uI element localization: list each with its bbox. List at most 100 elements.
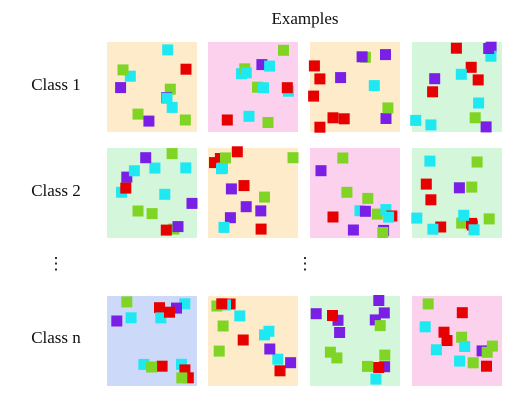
shape-square: [154, 302, 165, 314]
shape-square: [486, 340, 498, 352]
row-label: Class 2: [31, 181, 81, 200]
shape-square: [238, 180, 250, 192]
shape-square: [225, 183, 237, 195]
shape-square: [377, 227, 389, 238]
shape-square: [472, 74, 484, 86]
shape-square: [140, 152, 152, 164]
shape-square: [469, 112, 481, 124]
shape-square: [338, 113, 350, 125]
shape-square: [180, 63, 192, 75]
shape-square: [111, 315, 123, 327]
shape-square: [435, 221, 447, 233]
shape-square: [359, 205, 371, 217]
shape-square: [356, 51, 368, 63]
shape-square: [258, 82, 269, 94]
shape-square: [310, 308, 322, 320]
shape-square: [259, 191, 270, 203]
shape-square: [483, 43, 495, 54]
shape-square: [327, 211, 339, 223]
shape-square: [459, 341, 471, 352]
shape-square: [458, 209, 470, 221]
shape-square: [380, 49, 391, 61]
shape-square: [429, 73, 441, 85]
shape-square: [473, 97, 485, 109]
shape-square: [453, 182, 465, 194]
shape-square: [314, 73, 326, 85]
shape-square: [373, 295, 385, 306]
shape-square: [327, 112, 339, 124]
shape-square: [274, 365, 286, 377]
shape-square: [240, 201, 252, 213]
shape-square: [180, 162, 192, 174]
shape-square: [164, 83, 176, 95]
shape-square: [410, 114, 422, 126]
shape-square: [255, 223, 267, 235]
shape-square: [171, 302, 182, 314]
shape-square: [337, 152, 349, 164]
shape-square: [166, 148, 178, 160]
row-label: Class 1: [31, 75, 81, 94]
shape-square: [424, 155, 436, 167]
shape-square: [216, 298, 228, 310]
shape-square: [380, 113, 392, 124]
shape-square: [420, 178, 432, 190]
shape-square: [224, 212, 236, 224]
shape-square: [419, 321, 431, 333]
shape-square: [373, 362, 385, 373]
shape-square: [468, 224, 480, 236]
shape-square: [166, 101, 178, 113]
shape-square: [383, 211, 395, 223]
shape-square: [160, 224, 172, 236]
shape-square: [411, 212, 423, 224]
shape-square: [455, 68, 467, 80]
row-label: Class n: [31, 328, 81, 347]
shape-square: [221, 114, 233, 126]
shape-square: [259, 329, 270, 341]
shape-square: [308, 60, 320, 72]
shape-square: [450, 42, 462, 54]
shape-square: [155, 312, 167, 324]
shape-square: [128, 165, 140, 177]
shape-square: [231, 146, 243, 158]
shape-square: [234, 310, 246, 322]
shape-square: [374, 320, 386, 332]
shape-square: [287, 152, 299, 164]
shape-square: [132, 108, 144, 120]
shape-square: [467, 357, 479, 369]
shape-square: [481, 346, 493, 358]
shape-square: [121, 171, 133, 183]
shape-square: [243, 110, 255, 122]
shape-square: [179, 364, 191, 376]
shape-square: [334, 327, 346, 338]
shape-square: [324, 346, 336, 358]
shape-square: [143, 115, 155, 127]
shape-square: [331, 352, 343, 364]
shape-square: [379, 361, 391, 373]
shape-square: [308, 90, 320, 102]
shape-square: [125, 312, 137, 324]
shape-square: [186, 197, 198, 209]
shape-square: [483, 213, 495, 225]
shape-square: [454, 355, 466, 367]
shape-square: [264, 60, 276, 72]
shape-square: [315, 165, 327, 177]
shape-square: [156, 360, 168, 372]
shape-square: [146, 361, 158, 373]
ellipsis: ⋮: [48, 254, 65, 273]
shape-square: [176, 372, 188, 384]
shape-square: [481, 360, 492, 372]
shape-square: [281, 82, 293, 94]
shape-square: [124, 70, 136, 82]
shape-square: [272, 353, 284, 365]
shape-square: [146, 208, 158, 220]
shape-square: [262, 117, 274, 128]
shape-square: [314, 121, 326, 133]
shape-square: [430, 344, 442, 356]
shape-square: [480, 121, 492, 133]
shape-square: [209, 157, 220, 169]
shape-square: [278, 44, 289, 56]
shape-square: [255, 205, 267, 217]
shape-square: [117, 64, 129, 76]
shape-square: [341, 186, 353, 198]
